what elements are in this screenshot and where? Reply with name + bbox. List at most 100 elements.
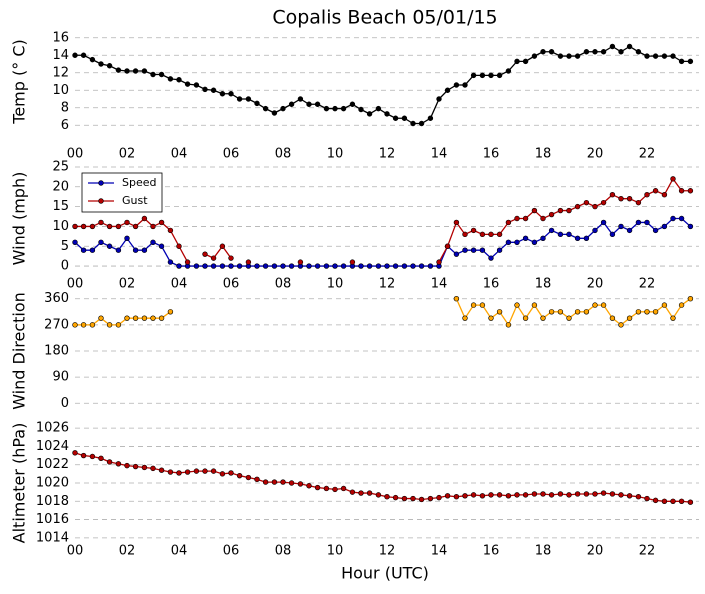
data-point xyxy=(661,223,668,230)
data-point xyxy=(106,243,113,249)
data-point xyxy=(262,479,269,485)
data-point xyxy=(124,315,130,321)
data-point xyxy=(522,235,529,242)
y-axis-label: Wind (mph) xyxy=(10,172,29,266)
data-point xyxy=(652,309,659,315)
data-point xyxy=(254,263,260,269)
y-tick-label: 5 xyxy=(61,239,69,254)
data-point xyxy=(583,235,590,242)
legend-label: Speed xyxy=(122,176,156,189)
series-line xyxy=(75,298,691,327)
data-point xyxy=(384,111,390,117)
data-point xyxy=(106,223,113,230)
data-point xyxy=(522,215,529,222)
data-point xyxy=(219,471,226,477)
data-point xyxy=(184,259,191,265)
data-point xyxy=(193,82,200,88)
y-tick-label: 90 xyxy=(52,370,69,385)
data-point xyxy=(80,322,87,328)
data-point xyxy=(462,315,468,321)
data-point xyxy=(444,243,451,249)
data-point xyxy=(115,322,122,328)
data-point xyxy=(280,263,286,269)
data-point xyxy=(193,468,200,474)
data-point xyxy=(202,468,208,474)
data-point xyxy=(687,223,694,230)
data-point xyxy=(566,492,572,498)
x-tick-label: 00 xyxy=(67,147,84,162)
data-point xyxy=(548,309,555,315)
data-point xyxy=(600,490,607,496)
x-tick-label: 18 xyxy=(535,277,552,292)
data-point xyxy=(626,195,633,202)
data-point xyxy=(184,469,191,475)
data-point xyxy=(262,105,269,112)
x-tick-label: 10 xyxy=(327,544,344,559)
data-point xyxy=(167,309,174,315)
data-point xyxy=(158,219,165,226)
data-point xyxy=(98,315,104,321)
x-tick-label: 06 xyxy=(223,147,240,162)
data-point xyxy=(488,231,494,238)
x-tick-label: 20 xyxy=(587,277,604,292)
x-tick-label: 14 xyxy=(431,544,448,559)
data-point xyxy=(427,115,434,121)
data-point xyxy=(618,195,624,202)
data-point xyxy=(115,223,122,230)
data-point xyxy=(479,72,486,79)
x-tick-label: 18 xyxy=(535,544,552,559)
data-point xyxy=(496,231,503,238)
y-axis-label: Altimeter (hPa) xyxy=(10,423,29,544)
data-point xyxy=(150,465,156,472)
data-point xyxy=(193,263,200,269)
data-point xyxy=(202,251,208,257)
x-tick-label: 10 xyxy=(327,277,344,292)
data-point xyxy=(600,302,607,308)
y-tick-label: 10 xyxy=(52,83,69,98)
data-point xyxy=(132,315,139,321)
data-point xyxy=(514,215,520,222)
y-tick-label: 1026 xyxy=(36,421,69,436)
data-point xyxy=(271,479,278,485)
data-point xyxy=(609,43,616,50)
data-point xyxy=(678,58,685,65)
data-point xyxy=(540,315,546,321)
data-point xyxy=(592,203,598,210)
data-point xyxy=(280,105,286,112)
data-point xyxy=(340,105,347,112)
data-point xyxy=(557,207,564,214)
data-point xyxy=(202,86,208,93)
data-point xyxy=(141,315,148,321)
data-point xyxy=(479,302,486,308)
data-point xyxy=(609,192,616,198)
data-point xyxy=(323,105,330,112)
data-point xyxy=(176,263,182,269)
data-point xyxy=(592,491,598,497)
data-point xyxy=(245,474,252,481)
data-point xyxy=(280,479,286,485)
data-point xyxy=(219,243,226,249)
data-point xyxy=(652,497,659,504)
data-point xyxy=(566,231,572,238)
data-point xyxy=(219,263,226,269)
data-point xyxy=(488,315,494,321)
data-point xyxy=(271,263,278,269)
data-point xyxy=(314,484,321,491)
data-point xyxy=(514,58,520,65)
y-tick-label: 1018 xyxy=(36,494,69,509)
data-point xyxy=(176,470,182,476)
data-point xyxy=(418,120,425,127)
data-point xyxy=(462,247,468,253)
x-tick-label: 08 xyxy=(275,277,292,292)
data-point xyxy=(340,263,347,269)
data-point xyxy=(635,199,642,206)
series-line xyxy=(74,452,691,503)
data-point xyxy=(297,259,304,265)
data-point xyxy=(401,495,408,502)
x-tick-label: 00 xyxy=(67,277,84,292)
data-point xyxy=(600,199,607,206)
data-point xyxy=(349,259,356,265)
x-tick-label: 02 xyxy=(119,544,136,559)
y-tick-label: 1016 xyxy=(36,512,69,527)
data-point xyxy=(150,71,156,78)
